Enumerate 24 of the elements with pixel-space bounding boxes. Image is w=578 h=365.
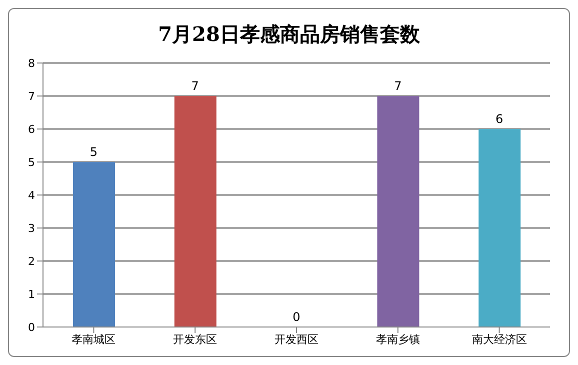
y-tick-label: 6 xyxy=(28,122,35,136)
x-tick-label: 孝南乡镇 xyxy=(376,332,420,346)
y-tick-label: 7 xyxy=(28,90,35,103)
x-tick-label: 开发西区 xyxy=(274,332,318,346)
bar xyxy=(478,129,521,327)
data-label: 0 xyxy=(292,310,300,324)
chart-title: 7月28日孝感商品房销售套数 xyxy=(157,21,421,48)
data-label: 5 xyxy=(90,145,98,159)
bar xyxy=(73,162,115,327)
y-tick-label: 0 xyxy=(28,320,35,334)
data-label: 6 xyxy=(495,112,504,126)
y-tick-label: 1 xyxy=(28,288,35,301)
data-label: 7 xyxy=(394,79,402,93)
y-tick-label: 3 xyxy=(28,222,35,235)
x-tick-label: 南大经济区 xyxy=(472,332,527,346)
y-tick-label: 4 xyxy=(28,188,35,202)
bar xyxy=(174,96,216,327)
x-tick-label: 孝南城区 xyxy=(72,332,116,346)
bar xyxy=(377,96,420,327)
y-tick-label: 5 xyxy=(28,156,35,169)
y-tick-label: 2 xyxy=(28,254,35,268)
y-tick-label: 8 xyxy=(28,56,35,70)
data-label: 7 xyxy=(191,79,199,93)
x-tick-label: 开发东区 xyxy=(173,332,218,346)
